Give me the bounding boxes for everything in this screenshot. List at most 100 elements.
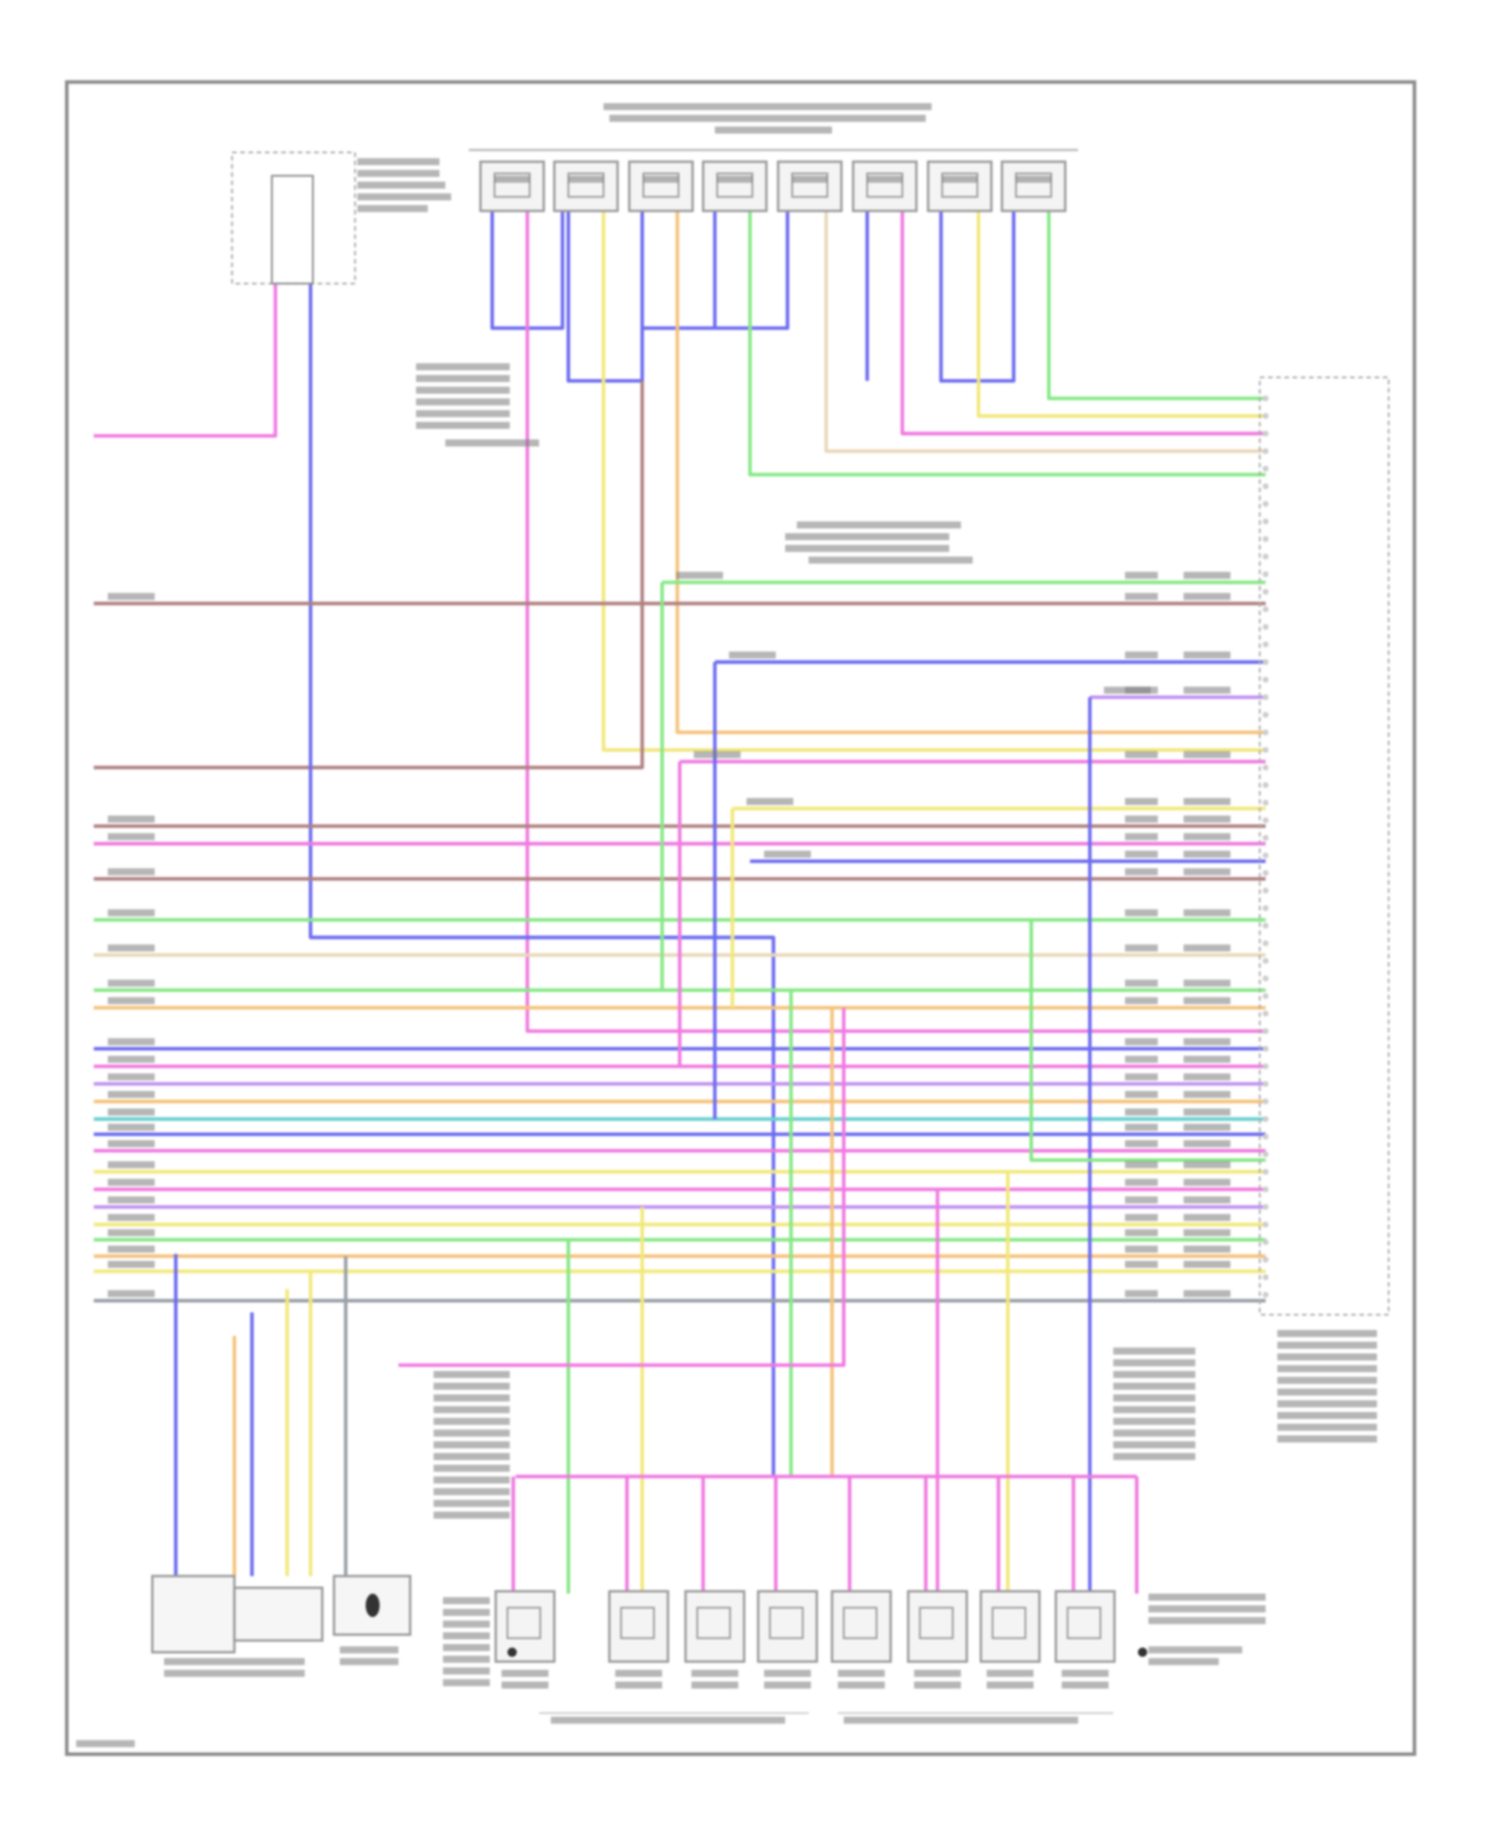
label-text	[107, 1260, 155, 1268]
label-text	[1183, 1245, 1231, 1253]
label-text	[603, 103, 932, 111]
connector-pin	[1262, 623, 1269, 630]
label-text	[357, 181, 446, 189]
label-text	[442, 1667, 490, 1675]
connector-pin	[1262, 536, 1269, 542]
label-text	[1113, 1429, 1196, 1437]
label-text	[728, 651, 776, 659]
connector-pin	[1262, 1256, 1269, 1263]
wire-pink	[900, 210, 1266, 436]
connector-pin	[1262, 395, 1269, 402]
wire-green	[748, 210, 1266, 477]
wire-orange	[675, 210, 1266, 735]
label-text	[107, 1161, 155, 1169]
relay-switch	[270, 174, 314, 285]
label-text	[107, 1090, 155, 1098]
label-text	[986, 1669, 1034, 1677]
injector-coil	[620, 1606, 655, 1640]
connector-pin	[1262, 1116, 1269, 1122]
label-text	[433, 1476, 510, 1484]
label-text	[433, 1417, 510, 1425]
label-text	[1183, 651, 1231, 659]
top-injector	[701, 160, 768, 213]
injector-connector	[1015, 172, 1053, 198]
label-text	[785, 544, 950, 552]
label-text	[107, 1290, 155, 1298]
injector-coil	[1066, 1606, 1102, 1640]
label-text	[1183, 1178, 1231, 1186]
connector-pin	[1262, 1010, 1269, 1017]
label-text	[433, 1406, 510, 1414]
label-text	[107, 1123, 155, 1131]
label-text	[1125, 833, 1158, 841]
label-text	[1183, 1290, 1231, 1298]
label-text	[1125, 1213, 1158, 1222]
connector-pin	[1262, 1098, 1269, 1105]
connector-pin	[1262, 448, 1269, 455]
connector-pin	[1262, 782, 1269, 789]
connector-pin	[1262, 1204, 1269, 1210]
label-text	[1125, 1290, 1158, 1298]
connector-pin	[1262, 993, 1269, 999]
connector-pin	[1262, 606, 1269, 613]
label-text	[1113, 1394, 1196, 1402]
label-text	[107, 1196, 155, 1204]
bottom-injector	[830, 1590, 892, 1663]
label-text	[357, 158, 440, 166]
label-text	[357, 205, 428, 213]
label-text	[1125, 1161, 1158, 1169]
label-text	[107, 944, 155, 952]
label-text	[107, 1213, 155, 1222]
wires	[93, 210, 1266, 1594]
connector-pin	[1262, 817, 1269, 824]
connector-pin	[1262, 957, 1269, 964]
bottom-injector	[1054, 1590, 1116, 1663]
label-text	[914, 1669, 961, 1677]
connector-pin	[1262, 676, 1269, 683]
connector-pin	[1262, 518, 1269, 525]
bottom-injector	[907, 1590, 968, 1663]
label-text	[416, 386, 510, 394]
label-text	[1183, 1140, 1231, 1148]
wire-pink	[525, 210, 1266, 1033]
connector-pin	[1262, 641, 1269, 648]
label-text	[501, 1669, 549, 1677]
wire-yellow	[601, 210, 1266, 752]
connector-pin	[1262, 1063, 1269, 1070]
injector-connector	[791, 172, 829, 198]
label-text	[433, 1394, 510, 1402]
label-text	[1125, 909, 1158, 917]
label-text	[501, 1681, 549, 1689]
bottom-injector	[757, 1590, 818, 1663]
label-text	[494, 175, 530, 183]
label-text	[1125, 651, 1158, 659]
label-text	[1125, 1123, 1158, 1131]
label-text	[339, 1646, 399, 1654]
connector-pin	[1262, 1045, 1269, 1052]
injector-coil	[919, 1606, 954, 1640]
label-text	[714, 126, 833, 134]
label-text	[1277, 1423, 1377, 1431]
injector-coil	[991, 1606, 1027, 1640]
top-injector	[926, 160, 993, 213]
injector-connector	[493, 172, 531, 198]
label-text	[1148, 1605, 1266, 1613]
label-text	[1183, 833, 1231, 841]
label-text	[867, 175, 903, 183]
label-text	[1125, 1108, 1158, 1116]
wire-green	[1029, 919, 1266, 1162]
injector-coil	[506, 1606, 542, 1640]
label-text	[1125, 850, 1158, 858]
label-text	[442, 1597, 490, 1605]
label-text	[1113, 1406, 1196, 1414]
label-text	[746, 797, 794, 806]
label-text	[1277, 1341, 1377, 1349]
connector-pin	[1262, 922, 1269, 929]
label-text	[643, 175, 679, 183]
connector-pin	[1262, 905, 1269, 912]
label-text	[615, 1681, 663, 1689]
label-text	[1183, 1229, 1231, 1237]
throttle-body	[151, 1574, 236, 1654]
wire-blue	[714, 210, 790, 330]
label-text	[1125, 1090, 1158, 1098]
